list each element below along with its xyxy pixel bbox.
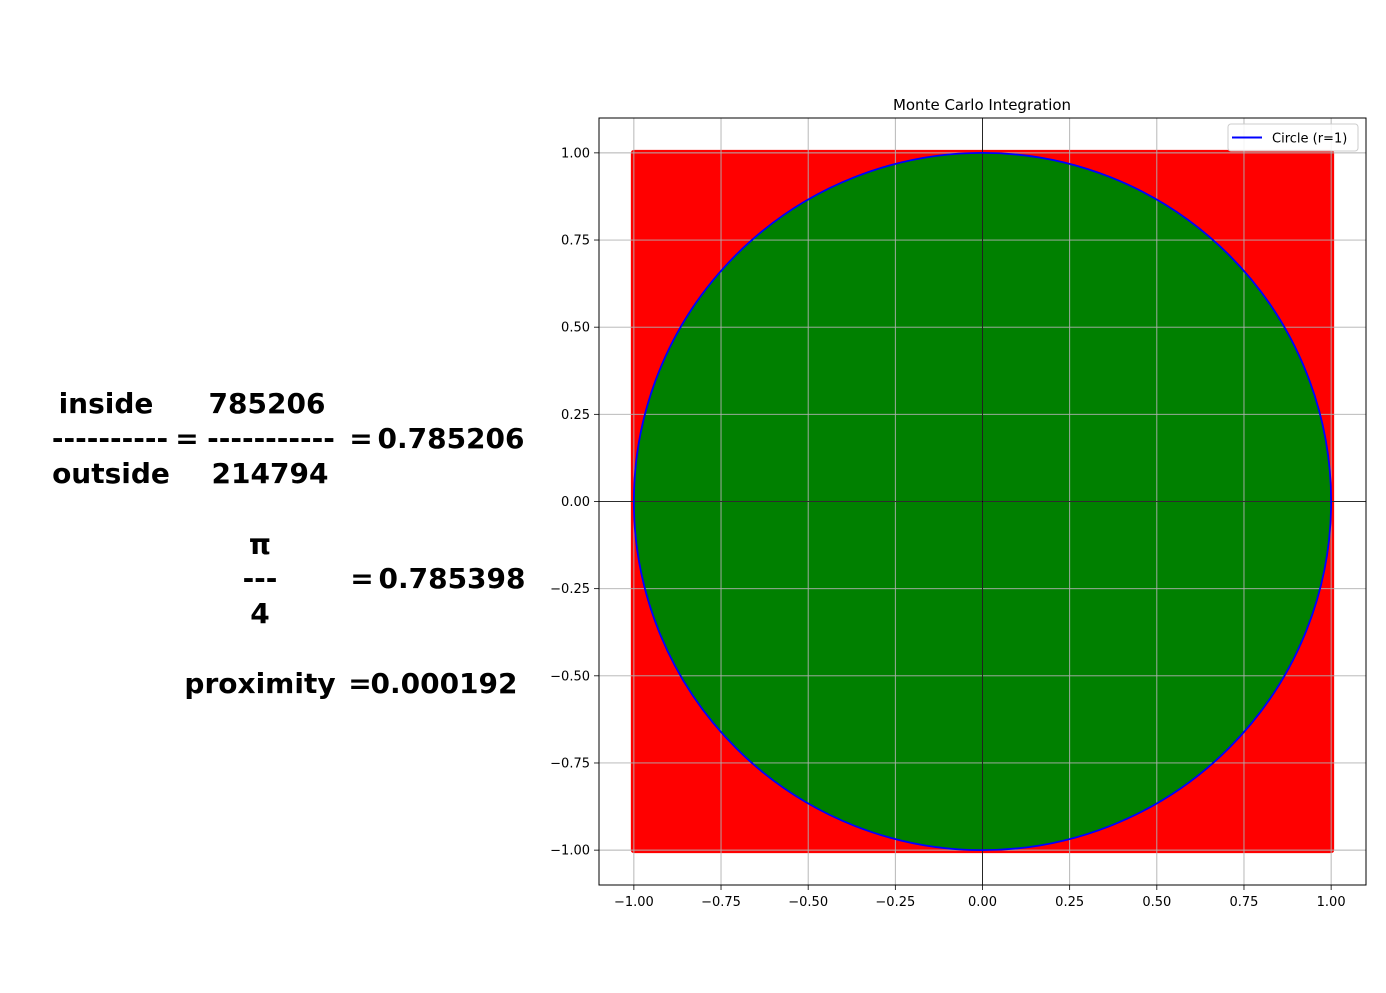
- x-tick-label: −1.00: [614, 895, 654, 910]
- proximity-label: proximity: [184, 667, 336, 700]
- fraction-line-mid: -----------: [207, 422, 335, 455]
- inside-count: 785206: [208, 387, 326, 420]
- outside-count: 214794: [211, 457, 329, 490]
- pi-denominator: 4: [250, 597, 270, 630]
- y-tick-label: 0.25: [561, 408, 590, 423]
- y-tick-label: −0.50: [550, 669, 590, 684]
- inside-label: inside: [58, 387, 154, 420]
- pi-fraction-line: ---: [242, 562, 278, 595]
- pi-over-4-value: 0.785398: [378, 562, 526, 595]
- y-tick-label: 0.50: [561, 321, 590, 336]
- x-tick-label: 0.25: [1055, 895, 1084, 910]
- legend-box: [1227, 123, 1359, 152]
- ratio-value: 0.785206: [377, 422, 525, 455]
- y-tick-label: 0.00: [561, 495, 590, 510]
- y-tick-label: 0.75: [561, 234, 590, 249]
- fraction-line-left: ----------: [51, 422, 169, 455]
- proximity-value: 0.000192: [370, 667, 518, 700]
- chart-title: Monte Carlo Integration: [893, 96, 1071, 114]
- x-tick-label: −0.75: [701, 895, 741, 910]
- legend: Circle (r=1): [1227, 123, 1359, 152]
- circle-outline: [632, 151, 1333, 852]
- equals-sign-2: =: [349, 422, 373, 455]
- y-tick-label: 1.00: [561, 146, 590, 161]
- y-tick-label: −1.00: [550, 844, 590, 859]
- equals-sign-1: =: [175, 422, 199, 455]
- x-tick-label: 0.75: [1230, 895, 1259, 910]
- equals-sign-3: =: [350, 562, 374, 595]
- y-tick-label: −0.75: [550, 756, 590, 771]
- legend-entry-circle: Circle (r=1): [1272, 132, 1347, 147]
- x-tick-label: 0.00: [968, 895, 997, 910]
- x-tick-label: 1.00: [1317, 895, 1346, 910]
- x-tick-label: −0.25: [875, 895, 915, 910]
- equals-sign-4: =: [348, 667, 372, 700]
- x-tick-label: 0.50: [1142, 895, 1171, 910]
- y-tick-label: −0.25: [550, 582, 590, 597]
- outside-label: outside: [52, 457, 170, 490]
- pi-symbol: π: [248, 528, 272, 561]
- x-tick-label: −0.50: [788, 895, 828, 910]
